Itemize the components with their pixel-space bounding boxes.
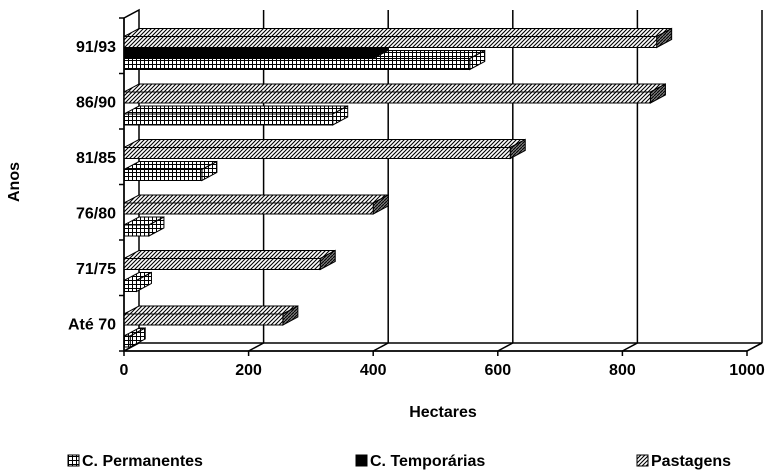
x-tick-label: 200 (235, 362, 262, 379)
y-tick-label: 76/80 (76, 205, 116, 222)
y-tick-label: Até 70 (68, 316, 116, 333)
bar-4-0 (123, 105, 349, 126)
bar-0-0 (123, 327, 146, 348)
legend-item-1: C. Temporárias (355, 453, 485, 470)
bar-top (123, 161, 218, 170)
bar-top (123, 305, 299, 315)
bar (123, 113, 334, 126)
x-tick-label: 600 (484, 362, 511, 379)
bar (123, 313, 284, 326)
bar (123, 36, 658, 48)
bar (123, 169, 203, 181)
legend-swatch (636, 454, 649, 467)
x-axis-title: Hectares (409, 404, 477, 421)
bar (123, 47, 374, 59)
bar (123, 202, 374, 215)
legend-label: C. Temporárias (370, 453, 485, 470)
x-tick-label: 0 (120, 362, 129, 379)
bar-3-2 (123, 138, 526, 160)
gridline-floor (746, 342, 763, 352)
y-tick-label: 86/90 (76, 94, 116, 111)
bar-top (123, 105, 348, 115)
legend-item-0: C. Permanentes (67, 453, 203, 470)
bar-1-0 (123, 271, 152, 293)
floor (123, 342, 763, 352)
legend-item-2: Pastagens (636, 453, 731, 470)
axes (119, 17, 748, 356)
y-tick-label: 91/93 (76, 39, 116, 56)
tick-labels: 0 200 400 600 800 1000 Até 70 71/75 76/80 81/85 86… (68, 39, 765, 379)
y-tick-label: 71/75 (76, 261, 116, 278)
x-tick-label: 800 (609, 362, 636, 379)
gridline-floor (622, 342, 638, 352)
x-tick-label: 400 (360, 362, 387, 379)
bar-2-0 (123, 216, 165, 237)
legend-swatch (67, 454, 80, 467)
legend-swatch (355, 454, 368, 467)
bar (123, 147, 511, 159)
bar (123, 280, 137, 292)
bar (123, 58, 471, 70)
legend: C. Permanentes C. Temporárias Pastagens (67, 453, 731, 470)
bar-2-2 (123, 194, 389, 215)
bar-top (123, 250, 336, 259)
legend-label: Pastagens (651, 453, 731, 470)
bar-5-2 (123, 27, 673, 49)
bar (123, 91, 651, 104)
bar-top (123, 28, 672, 37)
gridline-floor (248, 342, 264, 352)
gridline-floor (372, 342, 389, 352)
y-axis-title: Anos (6, 162, 23, 202)
bar-top (123, 194, 389, 204)
bar (123, 224, 150, 237)
x-tick-label: 1000 (729, 362, 765, 379)
bar-1-2 (123, 249, 336, 271)
bar (123, 335, 131, 348)
bars (123, 27, 673, 348)
bar-4-2 (123, 83, 666, 104)
y-tick-label: 81/85 (76, 150, 116, 167)
bar (123, 258, 321, 270)
bar-top (123, 83, 666, 93)
legend-label: C. Permanentes (82, 453, 203, 470)
bar-3-0 (123, 160, 218, 182)
bar-0-2 (123, 305, 299, 326)
gridline-floor (497, 342, 514, 352)
bar-top (123, 139, 526, 148)
